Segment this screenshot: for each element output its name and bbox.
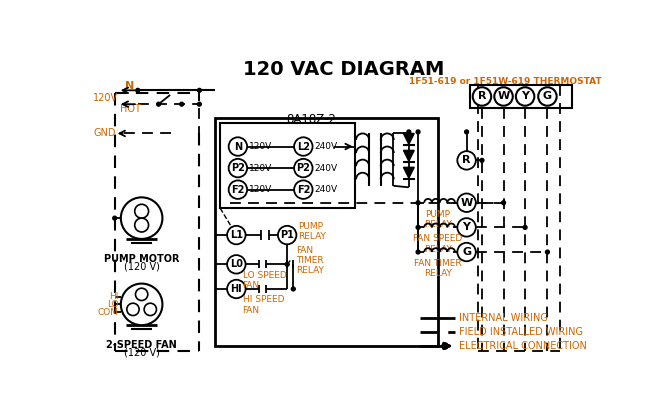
Text: LO: LO [107, 300, 119, 309]
Text: 120 VAC DIAGRAM: 120 VAC DIAGRAM [243, 59, 444, 78]
Circle shape [113, 216, 117, 220]
Circle shape [180, 102, 184, 106]
Circle shape [407, 130, 411, 134]
Text: HI: HI [109, 292, 119, 301]
Circle shape [228, 181, 247, 199]
Text: Y: Y [521, 91, 529, 101]
Circle shape [458, 151, 476, 170]
Circle shape [135, 204, 149, 218]
Text: W: W [460, 198, 473, 208]
Circle shape [285, 262, 289, 266]
Text: 240V: 240V [314, 163, 337, 173]
Text: (120 V): (120 V) [124, 261, 159, 271]
Text: R: R [462, 155, 471, 166]
Circle shape [278, 226, 296, 244]
Circle shape [135, 288, 148, 300]
Circle shape [127, 303, 139, 316]
Text: 8A18Z-2: 8A18Z-2 [286, 114, 336, 127]
Circle shape [121, 284, 162, 325]
Text: L1: L1 [230, 230, 243, 240]
Text: 120V: 120V [249, 163, 272, 173]
Text: R: R [478, 91, 486, 101]
Polygon shape [403, 133, 414, 144]
Text: FAN TIMER
RELAY: FAN TIMER RELAY [414, 259, 462, 278]
Circle shape [157, 102, 161, 106]
Text: (120 V): (120 V) [124, 347, 159, 357]
Circle shape [291, 287, 295, 291]
Text: 120V: 120V [249, 142, 272, 151]
Text: F2: F2 [297, 185, 310, 195]
Circle shape [135, 218, 149, 232]
Text: Y: Y [462, 222, 470, 233]
Text: 240V: 240V [314, 185, 337, 194]
Polygon shape [403, 150, 414, 161]
Circle shape [416, 225, 420, 229]
Text: PUMP
RELAY: PUMP RELAY [298, 222, 326, 241]
Circle shape [416, 250, 420, 254]
Text: F2: F2 [231, 185, 245, 195]
Text: W: W [497, 91, 510, 101]
Circle shape [523, 225, 527, 229]
Circle shape [227, 226, 246, 244]
Text: PUMP MOTOR: PUMP MOTOR [104, 253, 180, 264]
Polygon shape [403, 167, 414, 178]
Circle shape [136, 88, 140, 92]
Text: PUMP
RELAY: PUMP RELAY [424, 210, 452, 229]
Text: COM: COM [98, 308, 119, 317]
Circle shape [458, 243, 476, 261]
Text: L2: L2 [297, 142, 310, 152]
Text: P2: P2 [296, 163, 310, 173]
Text: HI SPEED
FAN: HI SPEED FAN [243, 295, 284, 315]
Circle shape [416, 130, 420, 134]
Text: 240V: 240V [314, 142, 337, 151]
Circle shape [465, 130, 468, 134]
Circle shape [294, 159, 313, 177]
Circle shape [494, 87, 513, 106]
Circle shape [294, 137, 313, 156]
Circle shape [458, 218, 476, 237]
Circle shape [458, 194, 476, 212]
Text: FAN
TIMER
RELAY: FAN TIMER RELAY [296, 246, 324, 275]
Text: LO SPEED
FAN: LO SPEED FAN [243, 271, 286, 290]
Bar [220, 124, 355, 208]
Circle shape [545, 250, 549, 254]
Text: 120V: 120V [249, 185, 272, 194]
Circle shape [227, 255, 246, 274]
Text: FAN SPEED
RELAY: FAN SPEED RELAY [413, 234, 463, 254]
Text: HI: HI [230, 284, 242, 294]
Text: FIELD INSTALLED WIRING: FIELD INSTALLED WIRING [459, 327, 583, 337]
Text: 1F51-619 or 1F51W-619 THERMOSTAT: 1F51-619 or 1F51W-619 THERMOSTAT [409, 77, 602, 85]
Text: L0: L0 [230, 259, 243, 269]
Text: ELECTRICAL CONNECTION: ELECTRICAL CONNECTION [459, 341, 587, 351]
Circle shape [228, 159, 247, 177]
Text: G: G [543, 91, 552, 101]
Circle shape [442, 343, 448, 349]
Bar [215, 118, 438, 346]
Circle shape [198, 88, 201, 92]
Circle shape [416, 201, 420, 204]
Text: N: N [125, 81, 135, 91]
Text: GND: GND [93, 129, 116, 138]
Text: INTERNAL WIRING: INTERNAL WIRING [459, 313, 548, 323]
Text: G: G [462, 247, 471, 257]
Text: HOT: HOT [120, 104, 141, 114]
Circle shape [502, 201, 505, 204]
Bar [470, 85, 572, 108]
Circle shape [538, 87, 557, 106]
Circle shape [294, 181, 313, 199]
Circle shape [121, 197, 162, 239]
Text: P1: P1 [280, 230, 294, 240]
Circle shape [228, 137, 247, 156]
Circle shape [473, 87, 491, 106]
Text: P2: P2 [231, 163, 245, 173]
Text: 2-SPEED FAN: 2-SPEED FAN [107, 340, 177, 350]
Circle shape [480, 158, 484, 162]
Text: 120V: 120V [93, 93, 118, 103]
Circle shape [516, 87, 535, 106]
Circle shape [227, 280, 246, 298]
Circle shape [144, 303, 157, 316]
Text: N: N [234, 142, 242, 152]
Circle shape [198, 102, 201, 106]
